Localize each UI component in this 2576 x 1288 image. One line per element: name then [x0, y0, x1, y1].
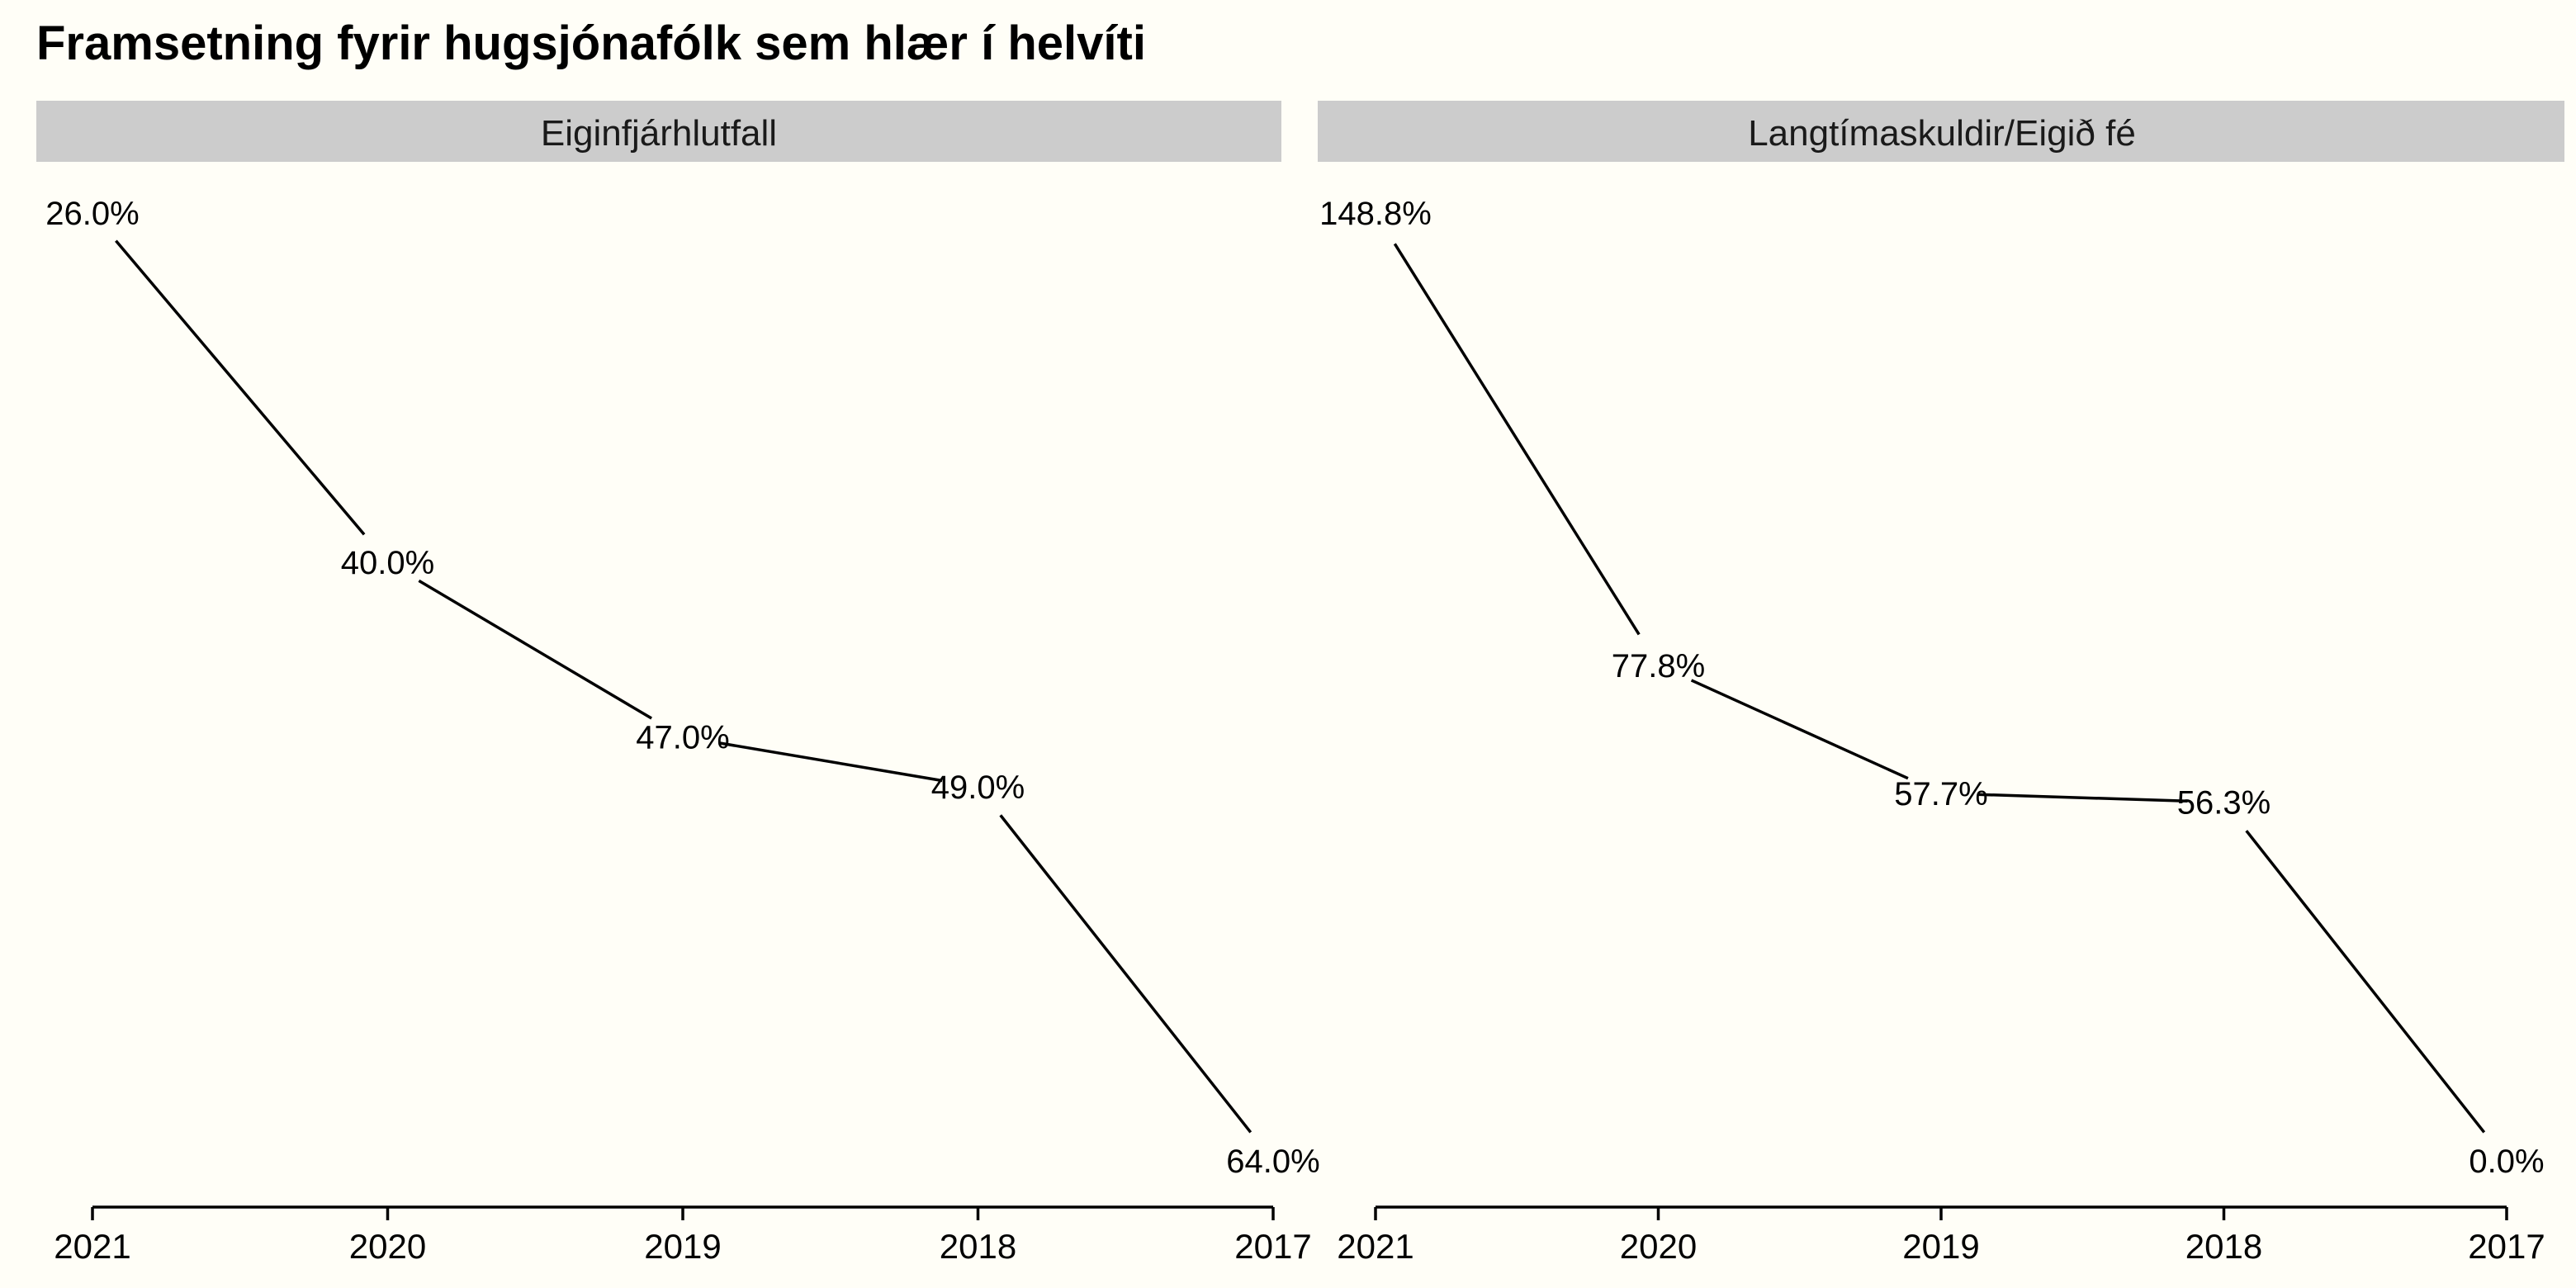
panel-strip-right — [1318, 101, 2564, 162]
x-tick-label: 2018 — [940, 1227, 1016, 1266]
plot-area-right: 148.8% 77.8% 57.7% 56.3% 0.0% 2021 2020 2019 201… — [1319, 196, 2545, 1266]
series-segment — [418, 579, 653, 720]
series-segment — [2245, 830, 2486, 1134]
panel-title-right: Langtímaskuldir/Eigið fé — [1748, 113, 2136, 154]
series-segment — [1977, 793, 2188, 803]
data-label: 0.0% — [2469, 1144, 2544, 1180]
chart-title: Framsetning fyrir hugsjónafólk sem hlær … — [36, 17, 1146, 70]
x-tick-label: 2019 — [644, 1227, 721, 1266]
x-tick-label: 2020 — [349, 1227, 426, 1266]
panel-left: Eiginfjárhlutfall 26.0% 40.0% 47.0% 49.0% 64… — [36, 101, 1320, 1266]
data-label: 26.0% — [45, 196, 139, 232]
x-tick-label: 2019 — [1902, 1227, 1979, 1266]
x-tick-label: 2021 — [1337, 1227, 1413, 1266]
series-segment — [115, 239, 366, 536]
data-label: 40.0% — [341, 545, 434, 581]
x-tick-label: 2017 — [1234, 1227, 1311, 1266]
x-tick-label: 2020 — [1620, 1227, 1697, 1266]
data-label: 56.3% — [2177, 785, 2271, 822]
plot-area-left: 26.0% 40.0% 47.0% 49.0% 64.0% 2021 2020 2019 201… — [45, 196, 1319, 1266]
series-segment — [1690, 679, 1909, 780]
data-label: 47.0% — [636, 719, 729, 755]
data-label: 57.7% — [1894, 776, 1987, 812]
data-label: 148.8% — [1319, 196, 1432, 232]
x-tick-label: 2021 — [54, 1227, 130, 1266]
data-label: 49.0% — [931, 769, 1025, 806]
series-segment — [1393, 243, 1641, 636]
series-segment — [718, 741, 943, 783]
panel-strip-left — [36, 101, 1281, 162]
x-tick-label: 2017 — [2468, 1227, 2545, 1266]
panel-title-left: Eiginfjárhlutfall — [541, 113, 777, 154]
data-label: 77.8% — [1612, 648, 1705, 684]
panel-right: Langtímaskuldir/Eigið fé 148.8% 77.8% 57.7… — [1318, 101, 2564, 1266]
x-tick-label: 2018 — [2185, 1227, 2262, 1266]
series-segment — [999, 814, 1252, 1134]
data-label: 64.0% — [1226, 1144, 1319, 1180]
